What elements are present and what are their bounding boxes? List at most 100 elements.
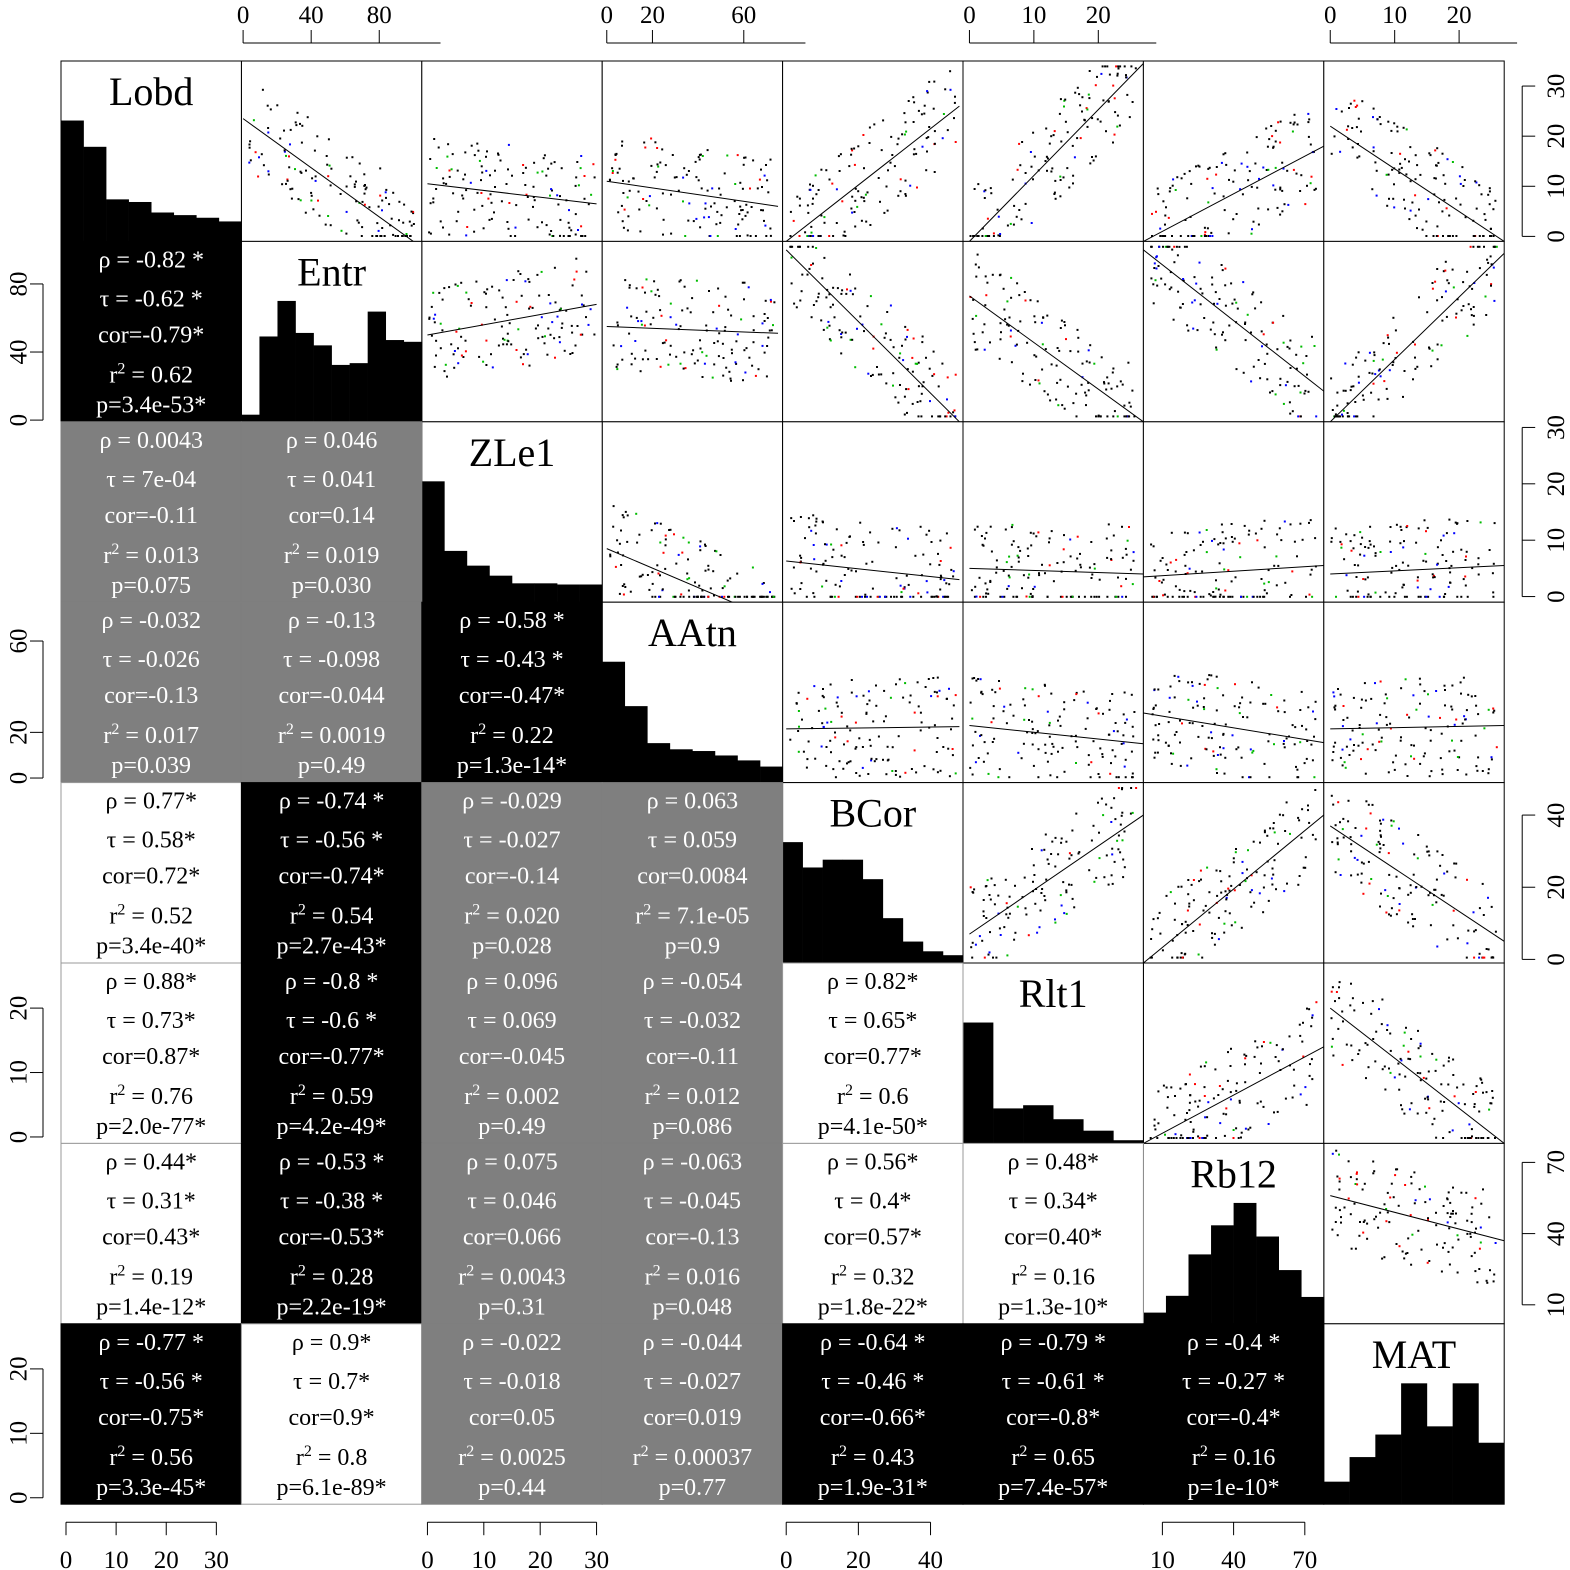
scatter-point bbox=[857, 145, 860, 148]
scatter-point bbox=[840, 336, 843, 339]
scatter-point bbox=[1042, 316, 1045, 319]
tick-label: 10 bbox=[1021, 2, 1046, 29]
scatter-point bbox=[952, 704, 955, 707]
scatter-point bbox=[1297, 776, 1300, 779]
scatter-point bbox=[1361, 536, 1364, 539]
scatter-point bbox=[999, 595, 1002, 598]
scatter-point bbox=[526, 353, 529, 356]
scatter-point bbox=[1451, 161, 1454, 163]
scatter-point bbox=[989, 931, 991, 934]
scatter-point bbox=[1102, 99, 1105, 102]
stats-panel-background bbox=[421, 782, 603, 964]
tick-label: 40 bbox=[918, 1547, 943, 1570]
scatter-point bbox=[1191, 684, 1194, 687]
scatter-point bbox=[1169, 891, 1172, 894]
tick-label: 10 bbox=[6, 1060, 33, 1085]
scatter-point bbox=[835, 701, 838, 704]
scatter-point bbox=[917, 385, 920, 388]
scatter-point bbox=[1268, 733, 1271, 736]
scatter-point bbox=[1193, 276, 1196, 279]
scatter-point bbox=[920, 415, 923, 418]
scatter-point bbox=[1028, 719, 1030, 721]
scatter-point bbox=[1445, 207, 1448, 210]
scatter-point bbox=[1383, 702, 1386, 705]
scatter-point bbox=[695, 176, 698, 179]
diagonal-panel-Rb12: Rb12 bbox=[1142, 1142, 1325, 1325]
scatter-point bbox=[972, 332, 975, 335]
scatter-point bbox=[1030, 544, 1033, 547]
scatter-point bbox=[430, 334, 433, 337]
scatter-point bbox=[1117, 776, 1120, 779]
scatter-point bbox=[1426, 311, 1429, 314]
scatter-point bbox=[1297, 384, 1300, 387]
scatter-point bbox=[575, 257, 578, 260]
scatter-point bbox=[1063, 105, 1065, 108]
scatter-point bbox=[615, 152, 618, 155]
scatter-point bbox=[1085, 107, 1088, 110]
histogram-bar bbox=[367, 311, 387, 422]
scatter-point bbox=[1446, 158, 1449, 161]
scatter-point bbox=[1022, 742, 1025, 745]
scatter-point bbox=[933, 80, 936, 83]
scatter-point bbox=[1392, 1196, 1395, 1199]
scatter-point bbox=[1456, 595, 1459, 598]
scatter-point bbox=[795, 702, 798, 705]
scatter-point bbox=[1451, 708, 1454, 711]
scatter-point bbox=[587, 323, 590, 326]
scatter-point bbox=[1387, 852, 1390, 855]
scatter-point bbox=[1409, 180, 1412, 183]
scatter-point bbox=[889, 338, 892, 341]
scatter-point bbox=[616, 324, 619, 327]
scatter-point bbox=[954, 373, 957, 376]
scatter-point bbox=[1019, 164, 1022, 167]
scatter-point bbox=[248, 143, 251, 146]
scatter-point bbox=[1199, 595, 1202, 598]
scatter-point bbox=[750, 595, 753, 598]
scatter-point bbox=[815, 517, 818, 520]
scatter-point bbox=[507, 227, 510, 230]
scatter-point bbox=[1116, 72, 1119, 75]
scatter-point bbox=[1340, 543, 1343, 546]
scatter-point bbox=[820, 319, 823, 322]
scatter-point bbox=[936, 737, 939, 739]
scatter-point bbox=[863, 330, 865, 333]
scatter-point bbox=[1449, 571, 1452, 574]
scatter-point bbox=[1100, 72, 1103, 75]
scatter-point bbox=[286, 179, 289, 182]
scatter-point bbox=[1041, 368, 1044, 371]
scatter-point bbox=[790, 587, 793, 590]
scatter-point bbox=[1011, 178, 1014, 181]
scatter-point bbox=[1113, 797, 1116, 800]
scatter-point bbox=[726, 579, 729, 582]
scatter-point bbox=[669, 353, 671, 356]
scatter-point bbox=[933, 171, 936, 173]
scatter-point bbox=[1068, 883, 1070, 886]
stats-panel-background bbox=[240, 601, 423, 784]
scatter-point bbox=[683, 351, 686, 354]
scatter-point bbox=[1367, 593, 1370, 596]
scatter-point bbox=[1431, 903, 1434, 906]
scatter-point bbox=[912, 337, 915, 340]
histogram-bar bbox=[1478, 1442, 1505, 1505]
scatter-point bbox=[851, 195, 854, 198]
scatter-point bbox=[504, 306, 507, 309]
scatter-point bbox=[914, 362, 917, 365]
scatter-point bbox=[639, 370, 642, 373]
scatter-point bbox=[1007, 585, 1010, 588]
r-squared: r2 = 0.59 bbox=[290, 1082, 374, 1110]
histogram-bar bbox=[1023, 1105, 1054, 1144]
tick-label: 0 bbox=[1543, 230, 1570, 243]
scatter-point bbox=[886, 311, 889, 313]
scatter-point bbox=[1428, 1198, 1431, 1201]
scatter-point bbox=[1304, 856, 1307, 859]
scatter-point bbox=[821, 694, 824, 697]
scatter-point bbox=[1156, 751, 1159, 754]
scatter-point bbox=[862, 134, 865, 136]
scatter-point bbox=[1124, 758, 1127, 761]
scatter-point bbox=[1010, 296, 1013, 299]
scatter-point bbox=[1401, 561, 1404, 564]
scatter-point bbox=[1427, 1070, 1430, 1073]
scatter-point bbox=[1441, 773, 1444, 776]
scatter-point bbox=[727, 595, 729, 598]
